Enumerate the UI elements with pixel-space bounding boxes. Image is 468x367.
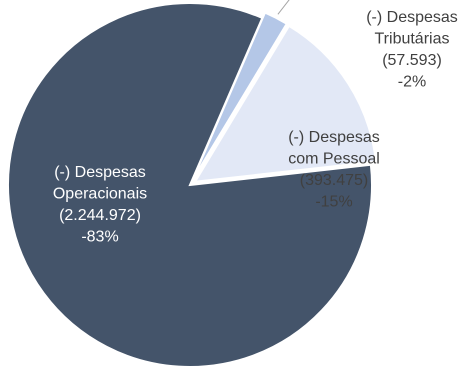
- slice-labels: (-) Despesas Tributárias (57.593) -2%(-) De…: [53, 9, 458, 246]
- slice-label-line: (-) Despesas: [366, 9, 458, 26]
- slice-label-tributarias: (-) Despesas Tributárias (57.593) -2%: [366, 9, 458, 91]
- leader-line-tributarias: [277, 0, 290, 15]
- slice-label-line: Operacionais: [53, 186, 147, 203]
- pie-slices: [7, 2, 378, 367]
- slice-label-operacionais: (-) Despesas Operacionais (2.244.972) -83%: [53, 164, 147, 246]
- slice-label-line: (-) Despesas: [54, 164, 146, 181]
- leader-lines: [277, 0, 290, 15]
- slice-label-line: com Pessoal: [288, 151, 380, 168]
- slice-label-pessoal: (-) Despesas com Pessoal (393.475) -15%: [288, 129, 380, 211]
- slice-label-line: (-) Despesas: [288, 129, 380, 146]
- slice-label-line: -15%: [315, 194, 352, 211]
- slice-label-line: (57.593): [382, 52, 442, 69]
- slice-label-line: (393.475): [300, 172, 369, 189]
- slice-label-line: -2%: [398, 74, 426, 91]
- pie-slice-operacionais: [7, 2, 373, 367]
- pie-slice-pessoal: [193, 24, 378, 183]
- slice-label-line: Tributárias: [375, 31, 450, 48]
- pie-slice-tributarias: [191, 11, 289, 181]
- slice-label-line: -83%: [81, 229, 118, 246]
- slice-label-line: (2.244.972): [59, 207, 141, 224]
